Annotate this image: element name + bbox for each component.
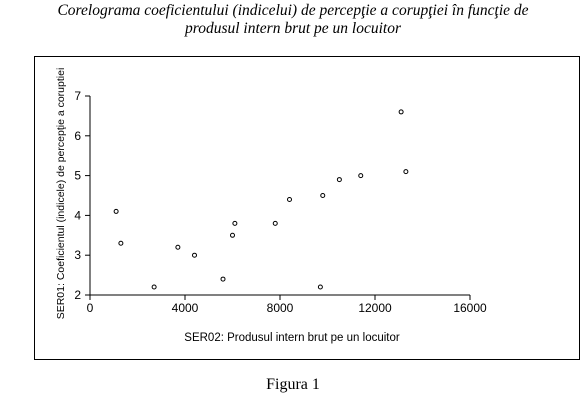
- y-tick-label: 7: [74, 89, 81, 103]
- data-point: [358, 173, 364, 179]
- data-point: [398, 109, 404, 115]
- x-tick-label: 8000: [267, 301, 294, 315]
- data-point: [192, 252, 197, 258]
- chart-frame: [34, 56, 580, 360]
- x-tick-label: 0: [87, 301, 94, 315]
- data-point: [287, 196, 292, 202]
- x-tick-label: 16000: [453, 301, 487, 315]
- y-tick-label: 6: [74, 129, 81, 143]
- chart-title-line-1: Corelograma coeficientului (indicelui) d…: [57, 2, 529, 19]
- x-tick-label: 12000: [358, 301, 392, 315]
- data-point: [151, 284, 157, 290]
- data-point: [336, 177, 342, 183]
- data-point: [403, 169, 409, 175]
- data-point: [232, 220, 238, 226]
- chart-title-line-2: produsul intern brut pe un locuitor: [185, 20, 401, 37]
- figure-caption: Figura 1: [266, 376, 320, 393]
- y-tick-label: 5: [74, 169, 81, 183]
- y-tick-label: 2: [74, 288, 81, 302]
- data-point: [220, 276, 226, 282]
- data-point: [230, 232, 235, 238]
- data-point: [272, 220, 278, 226]
- data-points: [113, 109, 409, 290]
- chart-title: Corelograma coeficientului (indicelui) d…: [0, 2, 586, 38]
- y-tick-label: 3: [74, 248, 81, 262]
- axis-ticks: 2 3 4 5 6 7 0 4000 8000 12000 16000: [74, 89, 487, 315]
- data-point: [175, 244, 181, 250]
- data-point: [317, 284, 323, 290]
- x-tick-label: 4000: [172, 301, 199, 315]
- x-axis-label: SER02: Produsul intern brut pe un locuit…: [184, 332, 400, 344]
- data-point: [113, 208, 119, 214]
- y-tick-label: 4: [74, 208, 81, 222]
- data-point: [320, 193, 326, 198]
- y-axis-label: SER01: Coeficientul (indicele) de percep…: [55, 68, 67, 320]
- data-point: [118, 240, 124, 246]
